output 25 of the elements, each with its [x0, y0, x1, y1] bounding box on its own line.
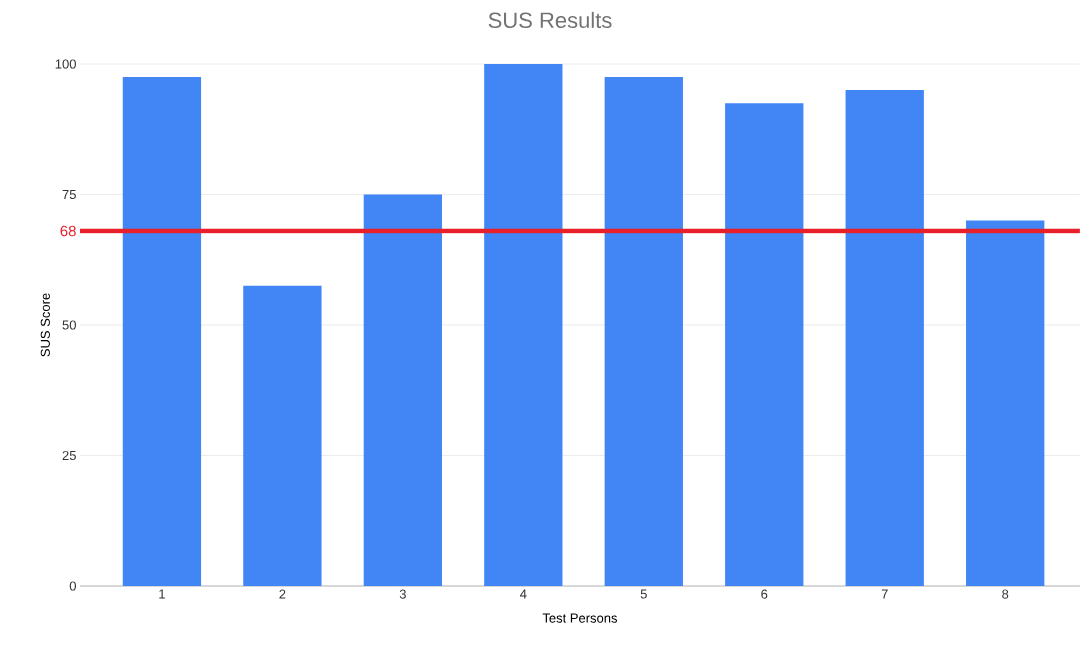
bar — [845, 90, 924, 586]
y-tick-label: 75 — [62, 189, 76, 200]
x-tick-label: 1 — [159, 589, 165, 599]
chart-title: SUS Results — [488, 11, 612, 29]
ref-line-label: 68 — [60, 225, 76, 237]
x-tick-label: 5 — [640, 589, 647, 599]
x-tick-label: 4 — [520, 589, 527, 599]
x-tick-label: 3 — [399, 589, 406, 599]
bar — [243, 285, 322, 586]
bar — [363, 194, 443, 586]
y-tick-label: 100 — [55, 59, 76, 69]
x-tick-label: 7 — [881, 589, 888, 599]
bar — [122, 77, 202, 586]
y-axis-title: SUS Score — [40, 293, 50, 357]
bar — [725, 103, 804, 586]
x-axis-title: Test Persons — [542, 613, 618, 623]
x-tick-label: 8 — [1002, 589, 1009, 599]
y-tick-label: 50 — [62, 320, 76, 330]
x-tick-label: 2 — [279, 589, 286, 599]
bar — [966, 220, 1045, 586]
y-tick-label: 25 — [62, 450, 76, 461]
bar — [604, 77, 683, 586]
y-tick-label: 0 — [69, 581, 76, 591]
bar — [484, 63, 563, 586]
x-tick-label: 6 — [761, 589, 768, 599]
